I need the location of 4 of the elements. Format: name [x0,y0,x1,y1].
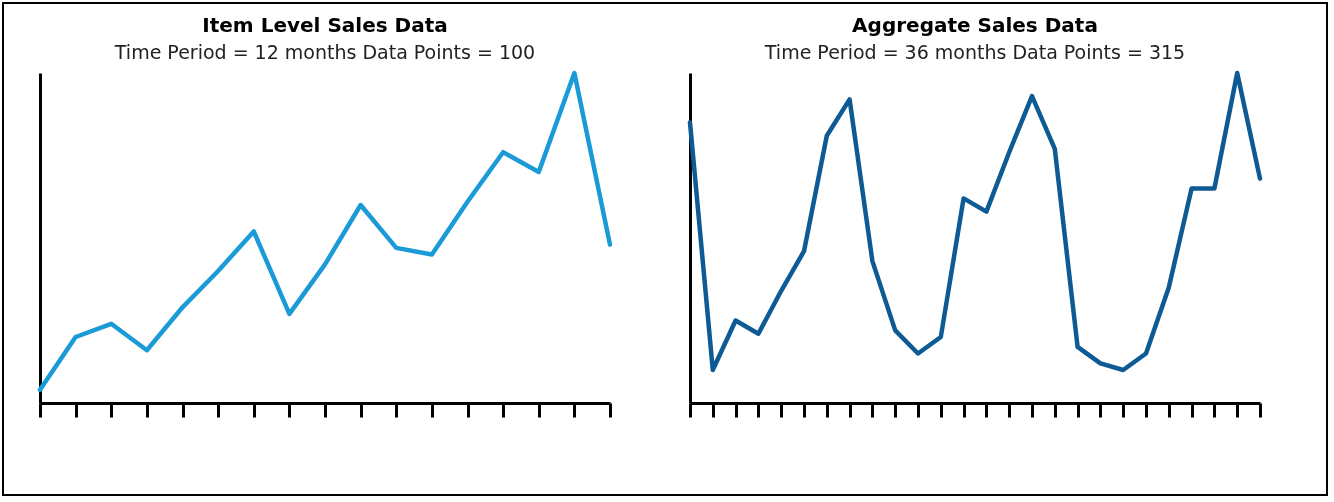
chart-subtitle: Time Period = 12 months Data Points = 100 [113,40,536,63]
chart-title: Aggregate Sales Data [852,12,1098,37]
chart-title: Item Level Sales Data [202,12,448,37]
chart-subtitle: Time Period = 36 months Data Points = 315 [763,40,1186,63]
